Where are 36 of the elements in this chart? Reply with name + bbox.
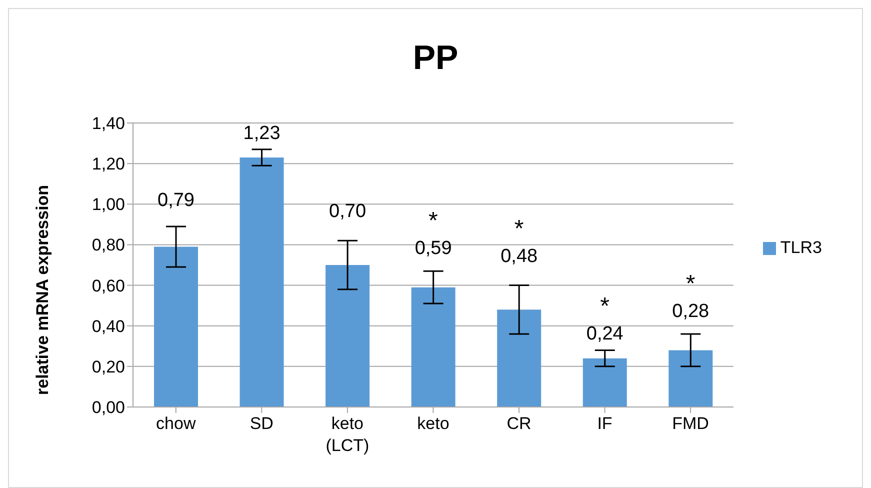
x-tick-label: CR xyxy=(506,414,532,433)
bar xyxy=(326,265,370,407)
data-label: 0,48 xyxy=(500,246,538,267)
bar xyxy=(582,358,627,407)
bar xyxy=(240,157,284,407)
annotation: * xyxy=(514,215,524,242)
x-tick-label: keto xyxy=(417,414,450,433)
data-label: 0,24 xyxy=(586,324,624,345)
annotation: * xyxy=(600,293,610,320)
data-label: 0,70 xyxy=(329,201,366,222)
y-tick-label: 1,40 xyxy=(92,114,125,134)
bar xyxy=(411,287,456,407)
legend-label: TLR3 xyxy=(780,238,822,257)
y-tick-label: 1,20 xyxy=(92,154,125,174)
bar xyxy=(497,310,542,407)
y-tick-label: 0,20 xyxy=(92,357,125,376)
annotation: * xyxy=(686,270,696,298)
y-tick-label: 0,00 xyxy=(92,398,125,418)
x-tick-label: chow xyxy=(156,414,196,433)
y-tick-label: 1,00 xyxy=(92,195,125,214)
data-label: 0,28 xyxy=(672,301,710,322)
bar xyxy=(668,350,713,407)
data-label: 0,59 xyxy=(414,238,452,260)
y-tick-label: 0,40 xyxy=(92,316,125,336)
x-tick-label: SD xyxy=(250,414,274,433)
y-tick-label: 0,60 xyxy=(92,276,125,296)
annotation: * xyxy=(428,208,438,235)
y-tick-label: 0,80 xyxy=(92,236,125,255)
bar xyxy=(154,246,198,407)
data-label: 0,79 xyxy=(158,190,194,212)
x-tick-label: IF xyxy=(597,414,612,433)
y-axis-title: relative mRNA expression xyxy=(33,184,52,395)
x-tick-label: keto (LCT) xyxy=(326,414,370,455)
data-label: 1,23 xyxy=(243,122,280,144)
x-tick-label: FMD xyxy=(672,414,709,433)
chart-title: PP xyxy=(412,39,460,78)
